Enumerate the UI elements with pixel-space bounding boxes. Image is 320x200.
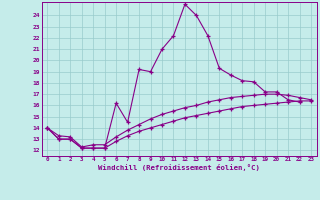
X-axis label: Windchill (Refroidissement éolien,°C): Windchill (Refroidissement éolien,°C): [98, 164, 260, 171]
